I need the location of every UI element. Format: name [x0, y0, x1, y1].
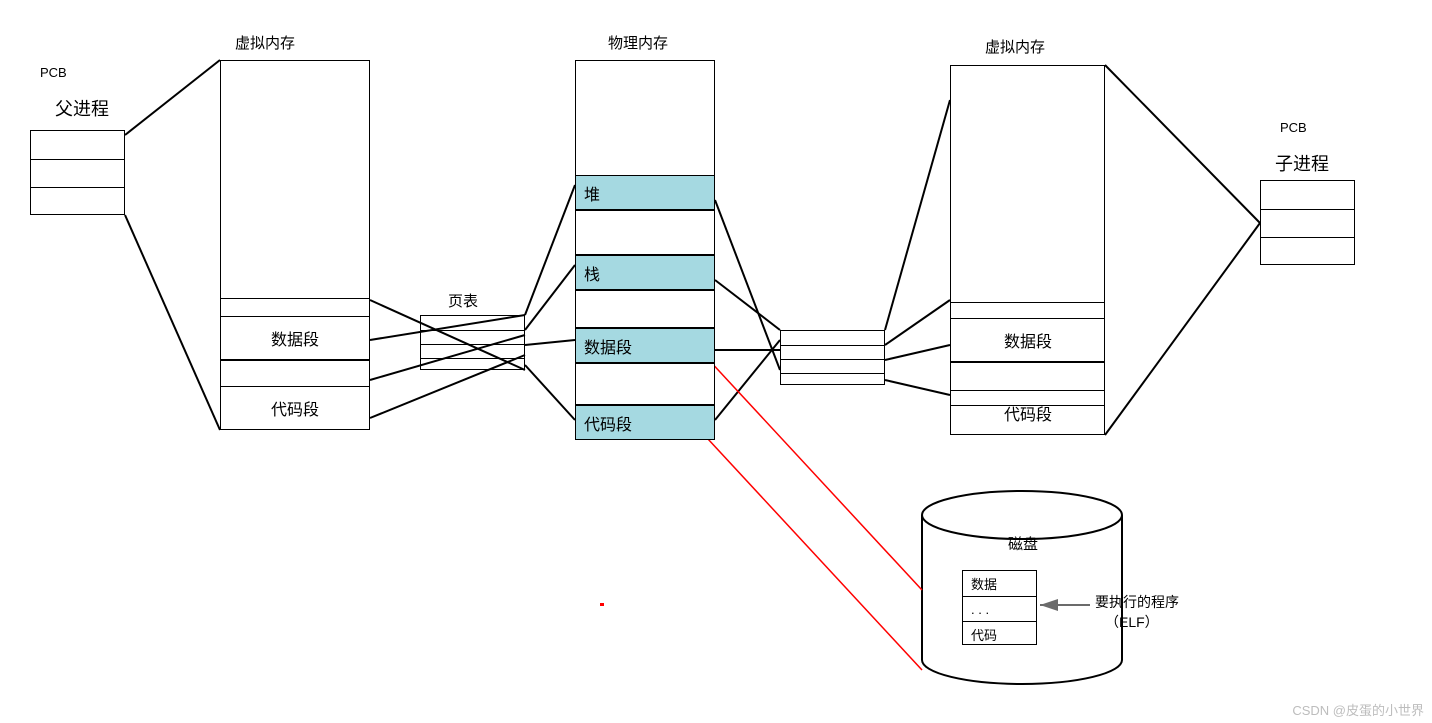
disk-file-code: 代码 — [963, 621, 1036, 646]
parent-proc-label: 父进程 — [55, 95, 109, 121]
pmem-code-label: 代码段 — [584, 411, 632, 435]
elf-hint1: 要执行的程序 — [1095, 592, 1179, 612]
page-table-left — [420, 315, 525, 370]
watermark: CSDN @皮蛋的小世界 — [1292, 700, 1424, 719]
vmem-left-code: 代码段 — [220, 386, 370, 430]
stray-dot — [600, 603, 604, 606]
vmem-left-code-label: 代码段 — [271, 396, 319, 420]
pmem-stack: 栈 — [575, 255, 715, 290]
pmem-heap-label: 堆 — [584, 181, 600, 205]
pmem-code: 代码段 — [575, 405, 715, 440]
vmem-right-data: 数据段 — [950, 318, 1105, 362]
vmem-right-code: 代码段 — [950, 390, 1105, 435]
pcb-right-box — [1260, 180, 1355, 265]
vmem-right-label: 虚拟内存 — [985, 36, 1045, 57]
vmem-right-heap-divider — [950, 302, 1105, 303]
vmem-left-data-label: 数据段 — [271, 326, 319, 350]
vmem-right-code-label: 代码段 — [1004, 401, 1052, 425]
child-proc-label: 子进程 — [1275, 150, 1329, 176]
pmem-label: 物理内存 — [608, 32, 668, 53]
vmem-left-data: 数据段 — [220, 316, 370, 360]
pmem-gap3 — [575, 363, 715, 405]
vmem-left-spacer — [220, 360, 370, 386]
vmem-right-data-label: 数据段 — [1004, 328, 1052, 352]
disk-label: 磁盘 — [1008, 533, 1038, 554]
elf-hint2: （ELF） — [1105, 612, 1159, 632]
page-table-right — [780, 330, 885, 385]
vmem-left-label: 虚拟内存 — [235, 32, 295, 53]
pmem-data: 数据段 — [575, 328, 715, 363]
ptable-left-label: 页表 — [448, 290, 478, 311]
pmem-heap: 堆 — [575, 175, 715, 210]
connectors-layer — [0, 0, 1432, 723]
pcb-left-label: PCB — [40, 65, 67, 80]
disk-file-dots: . . . — [963, 596, 1036, 621]
pmem-stack-label: 栈 — [584, 261, 600, 285]
pmem-gap2 — [575, 290, 715, 328]
disk-file-data: 数据 — [963, 571, 1036, 596]
pmem-data-label: 数据段 — [584, 334, 632, 358]
disk-file-box: 数据 . . . 代码 — [962, 570, 1037, 645]
pcb-right-label: PCB — [1280, 120, 1307, 135]
pmem-gap1 — [575, 210, 715, 255]
vmem-left-heap-divider — [220, 298, 370, 299]
pcb-left-box — [30, 130, 125, 215]
